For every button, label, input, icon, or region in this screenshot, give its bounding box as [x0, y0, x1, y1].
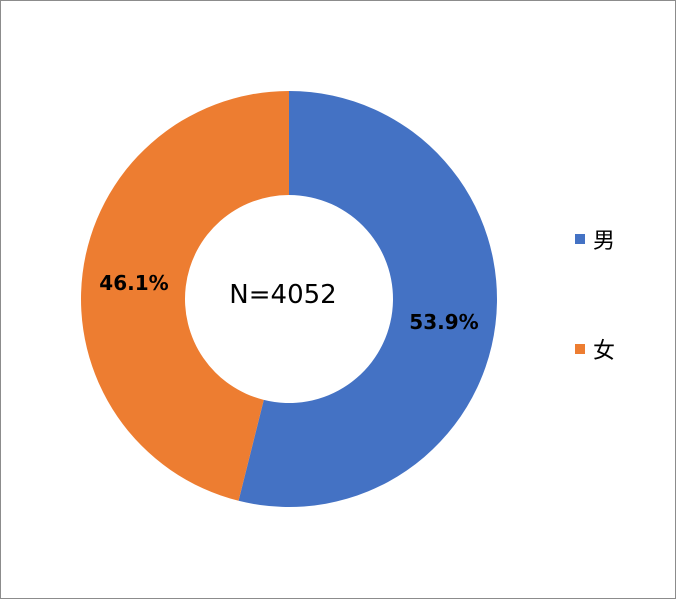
data-label-male: 53.9% [409, 310, 478, 334]
legend-item-female: 女 [575, 333, 615, 365]
data-label-female: 46.1% [99, 271, 168, 295]
donut-slice-male [238, 91, 497, 507]
legend: 男 女 [575, 223, 615, 443]
legend-label-female: 女 [593, 339, 616, 364]
legend-swatch-female [575, 344, 585, 354]
legend-swatch-male [575, 234, 585, 244]
legend-item-male: 男 [575, 223, 615, 255]
center-label: N=4052 [229, 280, 336, 310]
donut-slice-female [80, 91, 289, 501]
legend-label-male: 男 [593, 229, 616, 254]
